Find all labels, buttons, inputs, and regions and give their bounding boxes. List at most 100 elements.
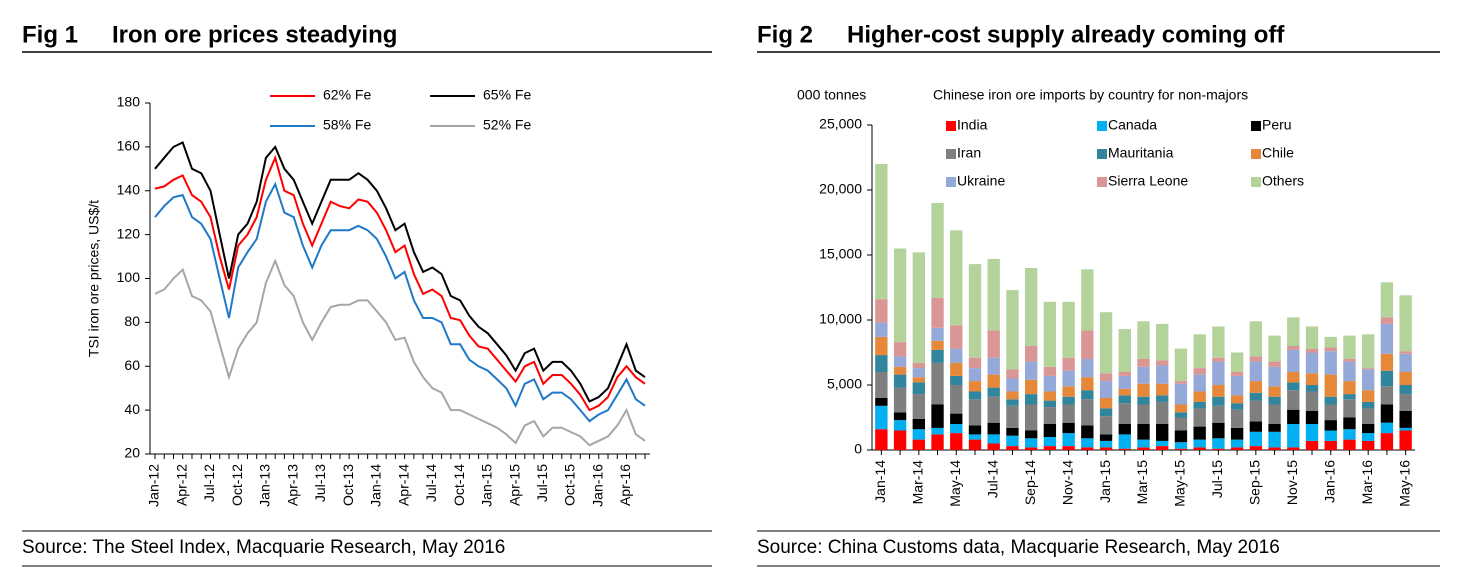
bar-segment [912,382,925,395]
bar-segment [1268,396,1281,405]
bar-segment [1043,424,1057,437]
bar-segment [1006,369,1019,379]
bar-segment [931,434,944,450]
bar-segment [1006,405,1019,428]
bar-segment [1081,377,1094,391]
bar-segment [1006,399,1019,406]
legend-swatch [1251,177,1261,187]
bar-segment [912,252,925,363]
bar-segment [1024,268,1038,346]
bar-segment [1230,409,1244,428]
bar-segment [931,349,944,363]
bar-segment [1193,401,1206,409]
bar-segment [1268,386,1281,397]
bar-segment [1287,447,1300,450]
bar-segment [1324,404,1337,421]
bar-segment [1362,433,1375,441]
x-tick-label: Oct-13 [340,464,356,506]
bar-segment [1174,381,1188,384]
figure-title: Higher-cost supply already coming off [847,21,1285,48]
bar-segment [1249,446,1263,450]
x-tick-label: Jul-14 [984,460,1000,498]
bar-segment [1380,317,1394,324]
bar-segment [1137,396,1150,405]
bar-segment [1081,269,1094,331]
bar-segment [1399,351,1412,354]
bar-segment [1118,375,1131,389]
bar-segment [1174,430,1188,443]
bar-segment [1324,374,1337,397]
bar-segment [1193,426,1206,440]
bar-segment [1230,447,1244,450]
bar-segment [1287,317,1300,346]
bar-segment [987,396,1000,423]
bar-segment [1099,312,1113,374]
bar-segment [987,387,1000,397]
bar-segment [1249,361,1263,382]
bar-segment [875,322,888,337]
bar-segment [950,375,963,385]
bar-segment [1268,424,1281,432]
bar-segment [1287,382,1300,391]
bar-segment [893,342,907,357]
bar-segment [1362,334,1375,369]
bar-segment [1287,409,1300,424]
bar-segment [931,340,944,350]
bar-segment [1062,396,1075,405]
legend-swatch [946,177,956,187]
bar-segment [1212,357,1225,362]
bar-segment [1156,395,1169,402]
bar-segment [1006,378,1019,392]
bar-segment [1324,430,1337,441]
bar-segment [875,299,888,323]
bar-segment [1062,433,1075,447]
bar-segment [1324,336,1337,348]
bar-segment [1380,422,1394,434]
bar-segment [1043,391,1057,401]
bar-segment [1287,349,1300,372]
bar-segment [1193,334,1206,369]
y-tick-label: 25,000 [819,116,862,132]
bar-segment [1230,439,1244,448]
bar-segment [968,399,982,426]
bar-segment [1343,429,1356,440]
legend-label: Others [1262,173,1304,189]
bar-segment [1043,446,1057,450]
price-line [154,141,646,403]
y-tick-label: 180 [117,94,141,110]
bar-segment [1118,448,1131,450]
bar-segment [1212,438,1225,449]
bar-segment [1118,395,1131,404]
bar-segment [912,418,925,430]
bar-segment [1081,390,1094,400]
bar-segment [912,362,925,369]
bar-segment [1099,416,1113,435]
bar-segment [1305,411,1319,424]
bar-segment [1006,427,1019,436]
bar-segment [893,366,907,375]
bar-segment [1006,290,1019,370]
legend-swatch [946,121,956,131]
bar-segment [968,391,982,400]
bar-segment [1305,373,1319,385]
x-tick-label: Jan-12 [146,464,162,507]
bar-segment [1174,383,1188,405]
bar-segment [875,336,888,356]
bar-segment [1062,357,1075,371]
bar-segment [1024,379,1038,395]
bar-segment [1024,438,1038,448]
bar-segment [1399,372,1412,385]
x-tick-label: Jul-12 [201,464,217,502]
bar-segment [1156,360,1169,366]
bar-segment [1043,407,1057,424]
bar-segment [1118,434,1131,449]
x-tick-label: May-14 [947,460,963,507]
bar-segment [1062,446,1075,450]
bar-segment [1287,390,1300,410]
bar-segment [1174,442,1188,449]
bar-segment [1230,375,1244,396]
bar-segment [1230,372,1244,376]
bar-segment [1399,295,1412,352]
bar-segment [893,412,907,421]
bar-segment [931,297,944,328]
